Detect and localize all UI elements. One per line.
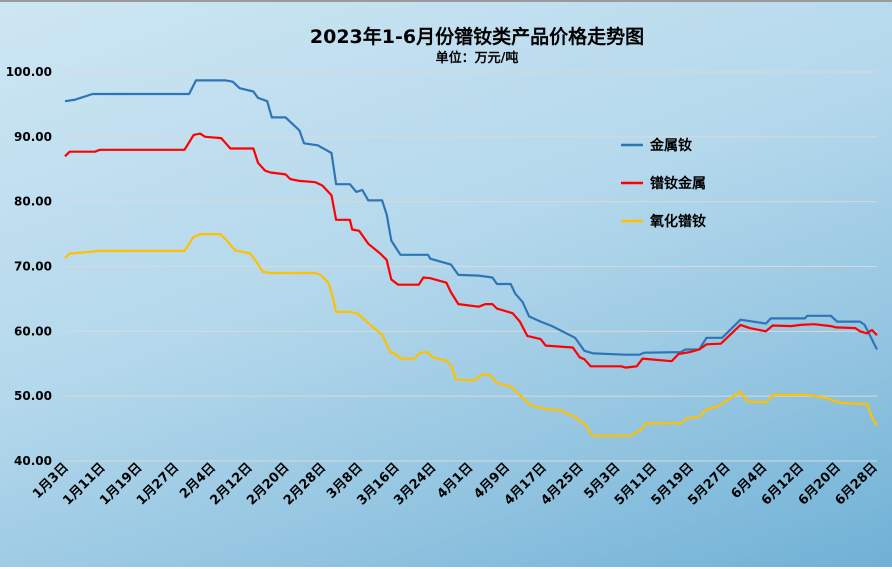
chart-title: 2023年1-6月份镨钕类产品价格走势图	[310, 25, 644, 48]
series-lines	[64, 79, 878, 437]
gridlines	[65, 71, 877, 462]
y-tick-label: 50.00	[14, 389, 52, 403]
y-axis-ticks: 40.00 50.00 60.00 70.00 80.00 90.00 100.00	[6, 65, 52, 468]
legend-label: 镨钕金属	[650, 175, 706, 192]
y-tick-label: 70.00	[14, 260, 52, 274]
chart-subtitle: 单位：万元/吨	[436, 50, 519, 66]
legend-label: 金属钕	[649, 137, 692, 154]
y-tick-label: 90.00	[14, 130, 52, 144]
y-tick-label: 80.00	[14, 195, 52, 209]
y-tick-label: 40.00	[14, 454, 52, 468]
y-tick-label: 100.00	[6, 65, 52, 79]
x-tick-label: 4月1日	[434, 460, 476, 502]
x-axis-ticks: 1月3日1月11日1月19日1月27日2月4日2月12日2月20日2月28日3月…	[30, 460, 881, 508]
y-tick-label: 60.00	[14, 324, 52, 338]
series-line-2	[64, 132, 878, 369]
series-line-3	[64, 233, 878, 437]
legend-label: 氧化镨钕	[649, 213, 706, 230]
series-line-1	[64, 79, 878, 356]
